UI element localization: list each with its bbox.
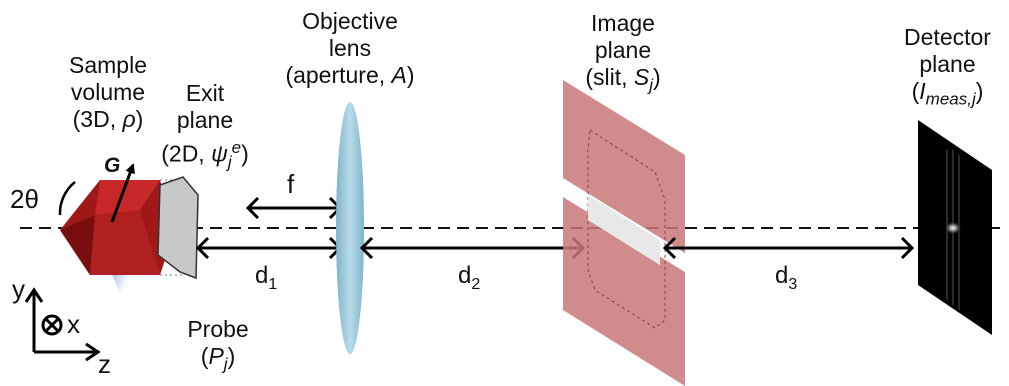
d1-arrow — [195, 236, 343, 260]
projection-lines — [160, 179, 185, 276]
angle-label: 2θ — [10, 184, 39, 214]
d3-arrow — [662, 236, 915, 260]
image-plane-label: Image plane (slit, Sj) — [568, 10, 678, 99]
objective-lens-label: Objective lens (aperture, A) — [270, 8, 430, 89]
exit-plane-label: Exit plane (2D, ψje) — [150, 80, 260, 175]
detector-plane — [918, 120, 992, 335]
exit-label-line3: (2D, ψje) — [161, 138, 249, 172]
axis-x-label: x — [67, 309, 80, 339]
sample-label-line3: (3D, ρ) — [72, 106, 144, 132]
coordinate-axes — [24, 287, 101, 362]
exit-label-line1: Exit — [185, 80, 225, 106]
objective-label-line2: lens — [328, 35, 372, 61]
objective-label-line3: (aperture, A) — [285, 62, 415, 88]
objective-label-line1: Objective — [302, 8, 398, 34]
image-label-line1: Image — [591, 10, 655, 36]
detector-label-line1: Detector — [904, 24, 991, 50]
probe-label-line1: Probe — [187, 316, 249, 342]
focal-length-label: f — [287, 169, 295, 199]
objective-lens — [336, 102, 364, 354]
sample-label-line1: Sample — [69, 52, 147, 78]
sample-volume-label: Sample volume (3D, ρ) — [58, 52, 158, 133]
image-label-line3: (slit, Sj) — [585, 64, 661, 95]
exit-plane — [157, 176, 199, 280]
g-vector-label: G — [104, 154, 121, 177]
d1-label: d1 — [255, 262, 278, 293]
g-vector-arrow — [110, 163, 135, 223]
probe-label-line2: (Pj) — [200, 343, 236, 374]
detector-plane-label: Detector plane (Imeas,j) — [890, 24, 1005, 113]
detector-label-line2: plane — [919, 51, 976, 77]
sample-crystal — [60, 180, 175, 275]
exit-label-line2: plane — [176, 107, 234, 133]
sample-label-line2: volume — [70, 79, 146, 105]
d2-arrow — [359, 236, 586, 260]
focal-length-arrow — [245, 196, 343, 220]
d2-label: d2 — [458, 262, 481, 293]
detector-label-line3: (Imeas,j) — [911, 78, 984, 109]
image-label-line2: plane — [594, 37, 652, 63]
image-plane-slit — [563, 80, 685, 386]
axis-z-label: z — [98, 349, 111, 379]
angle-arc — [58, 181, 76, 216]
d3-label: d3 — [775, 262, 798, 293]
probe-label: Probe (Pj) — [178, 316, 258, 378]
axis-y-label: y — [12, 274, 25, 304]
